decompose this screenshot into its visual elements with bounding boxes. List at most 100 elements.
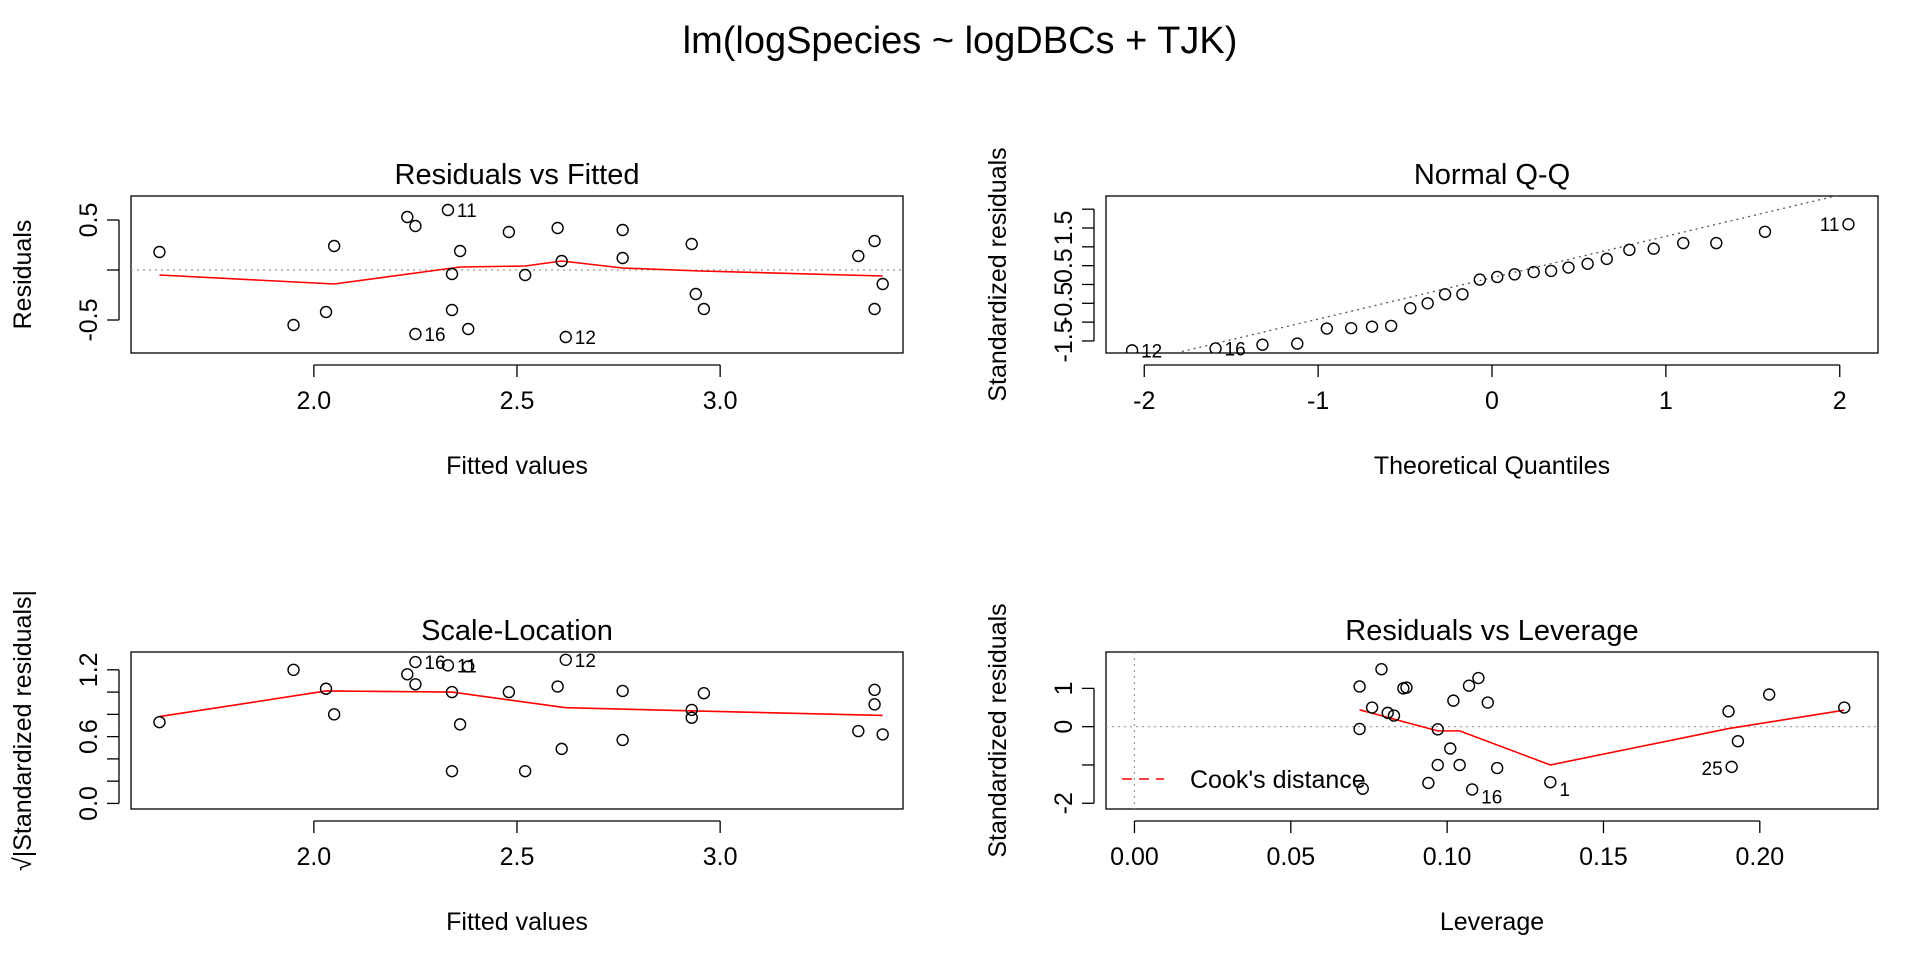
data-point	[1600, 252, 1613, 266]
data-point	[868, 234, 881, 248]
figure-title: lm(logSpecies ~ logDBCs + TJK)	[682, 20, 1238, 62]
data-point	[502, 225, 516, 239]
x-axis: 2.0 2.5 3.0	[296, 820, 738, 871]
x-tick-label: 0.15	[1579, 843, 1628, 871]
y-axis-label: Standardized residuals	[984, 603, 1012, 857]
data-point	[401, 210, 414, 224]
data-point	[1431, 758, 1444, 772]
y-tick-label: 0.5	[1050, 248, 1078, 283]
x-tick-label: -2	[1133, 387, 1155, 415]
x-tick-label: 2.0	[296, 843, 331, 871]
data-point	[1462, 679, 1476, 692]
data-point	[1677, 236, 1690, 250]
data-point	[868, 302, 881, 316]
data-point	[551, 221, 564, 235]
x-axis: -2 -1 0 1 2	[1133, 364, 1847, 415]
data-point	[409, 219, 422, 233]
y-tick-label: -1.5	[1050, 319, 1078, 362]
data-point	[153, 245, 166, 259]
data-point	[1842, 218, 1855, 231]
x-tick-label: 0	[1485, 387, 1499, 415]
data-point	[1490, 761, 1504, 775]
data-point	[1444, 742, 1457, 755]
data-point	[616, 684, 629, 698]
data-point	[1581, 257, 1594, 270]
data-point	[287, 318, 300, 332]
outlier-label: 11	[457, 656, 477, 677]
data-point	[1384, 319, 1398, 333]
data-point	[518, 268, 532, 282]
data-point	[685, 703, 698, 717]
data-point	[555, 742, 568, 756]
x-tick-label: 2.0	[296, 387, 331, 415]
data-point	[1400, 681, 1413, 694]
data-point	[327, 708, 341, 721]
x-tick-label: -1	[1307, 387, 1329, 415]
data-point	[689, 287, 702, 301]
data-point	[319, 682, 333, 695]
data-point	[697, 686, 711, 700]
data-point	[1291, 337, 1304, 350]
data-point	[441, 659, 455, 672]
outlier-label: 12	[575, 328, 596, 349]
outlier-label: 12	[575, 651, 596, 672]
x-tick-label: 0.20	[1735, 843, 1784, 871]
data-point	[876, 277, 889, 291]
plot-title: Residuals vs Leverage	[1345, 615, 1638, 647]
data-point	[616, 251, 629, 265]
outlier-label: 16	[1225, 339, 1246, 360]
data-point	[1387, 709, 1401, 722]
outlier-label: 12	[1141, 341, 1162, 362]
x-tick-label: 0.10	[1423, 843, 1472, 871]
x-tick-label: 0.05	[1266, 843, 1315, 871]
panel-residuals-vs-fitted: Residuals vs Fitted 2.0 2.5 3.0 Fitted value…	[9, 159, 904, 480]
x-tick-label: 1	[1659, 387, 1673, 415]
x-tick-label: 3.0	[703, 843, 738, 871]
data-point	[1353, 680, 1366, 693]
data-point	[868, 683, 881, 697]
data-point	[1353, 722, 1366, 736]
y-axis: 0.0 0.6 1.2	[75, 652, 120, 821]
plot-area	[131, 203, 903, 344]
data-point	[462, 322, 475, 336]
data-point	[1375, 663, 1388, 676]
data-point	[616, 733, 629, 747]
data-point	[445, 267, 459, 281]
y-tick-label: 1	[1050, 681, 1078, 695]
y-tick-label: 1.5	[1050, 211, 1078, 246]
data-point	[1491, 270, 1504, 284]
data-point	[1527, 265, 1540, 279]
y-axis-label: Standardized residuals	[984, 147, 1012, 401]
y-axis-label: Residuals	[9, 220, 37, 330]
data-point	[1125, 344, 1139, 353]
y-tick-label: -2	[1050, 792, 1078, 814]
y-axis: -2 0 1	[1050, 681, 1095, 814]
y-tick-label: 0.0	[75, 786, 103, 821]
data-point	[1838, 701, 1851, 714]
plot-title: Scale-Location	[421, 615, 613, 647]
data-point	[1431, 723, 1444, 736]
outlier-label: 16	[1481, 787, 1502, 808]
data-point	[1453, 758, 1466, 772]
data-point	[319, 305, 333, 319]
y-tick-label: 0	[1050, 720, 1078, 734]
data-point	[555, 254, 568, 268]
y-tick-label: -0.5	[75, 298, 103, 341]
plot-frame	[130, 651, 904, 810]
data-point	[616, 223, 629, 237]
x-axis: 2.0 2.5 3.0	[296, 364, 738, 415]
data-point	[685, 711, 698, 724]
outlier-label: 16	[424, 325, 445, 346]
data-point	[1647, 242, 1660, 255]
outlier-label: 16	[424, 653, 445, 674]
x-tick-label: 3.0	[703, 387, 738, 415]
data-point	[502, 685, 516, 699]
data-point	[559, 330, 572, 344]
data-point	[559, 653, 572, 666]
data-point	[1456, 288, 1469, 301]
data-point	[445, 685, 459, 699]
data-point	[1404, 301, 1417, 315]
data-point	[1356, 782, 1369, 795]
x-axis-label: Fitted values	[446, 452, 588, 480]
